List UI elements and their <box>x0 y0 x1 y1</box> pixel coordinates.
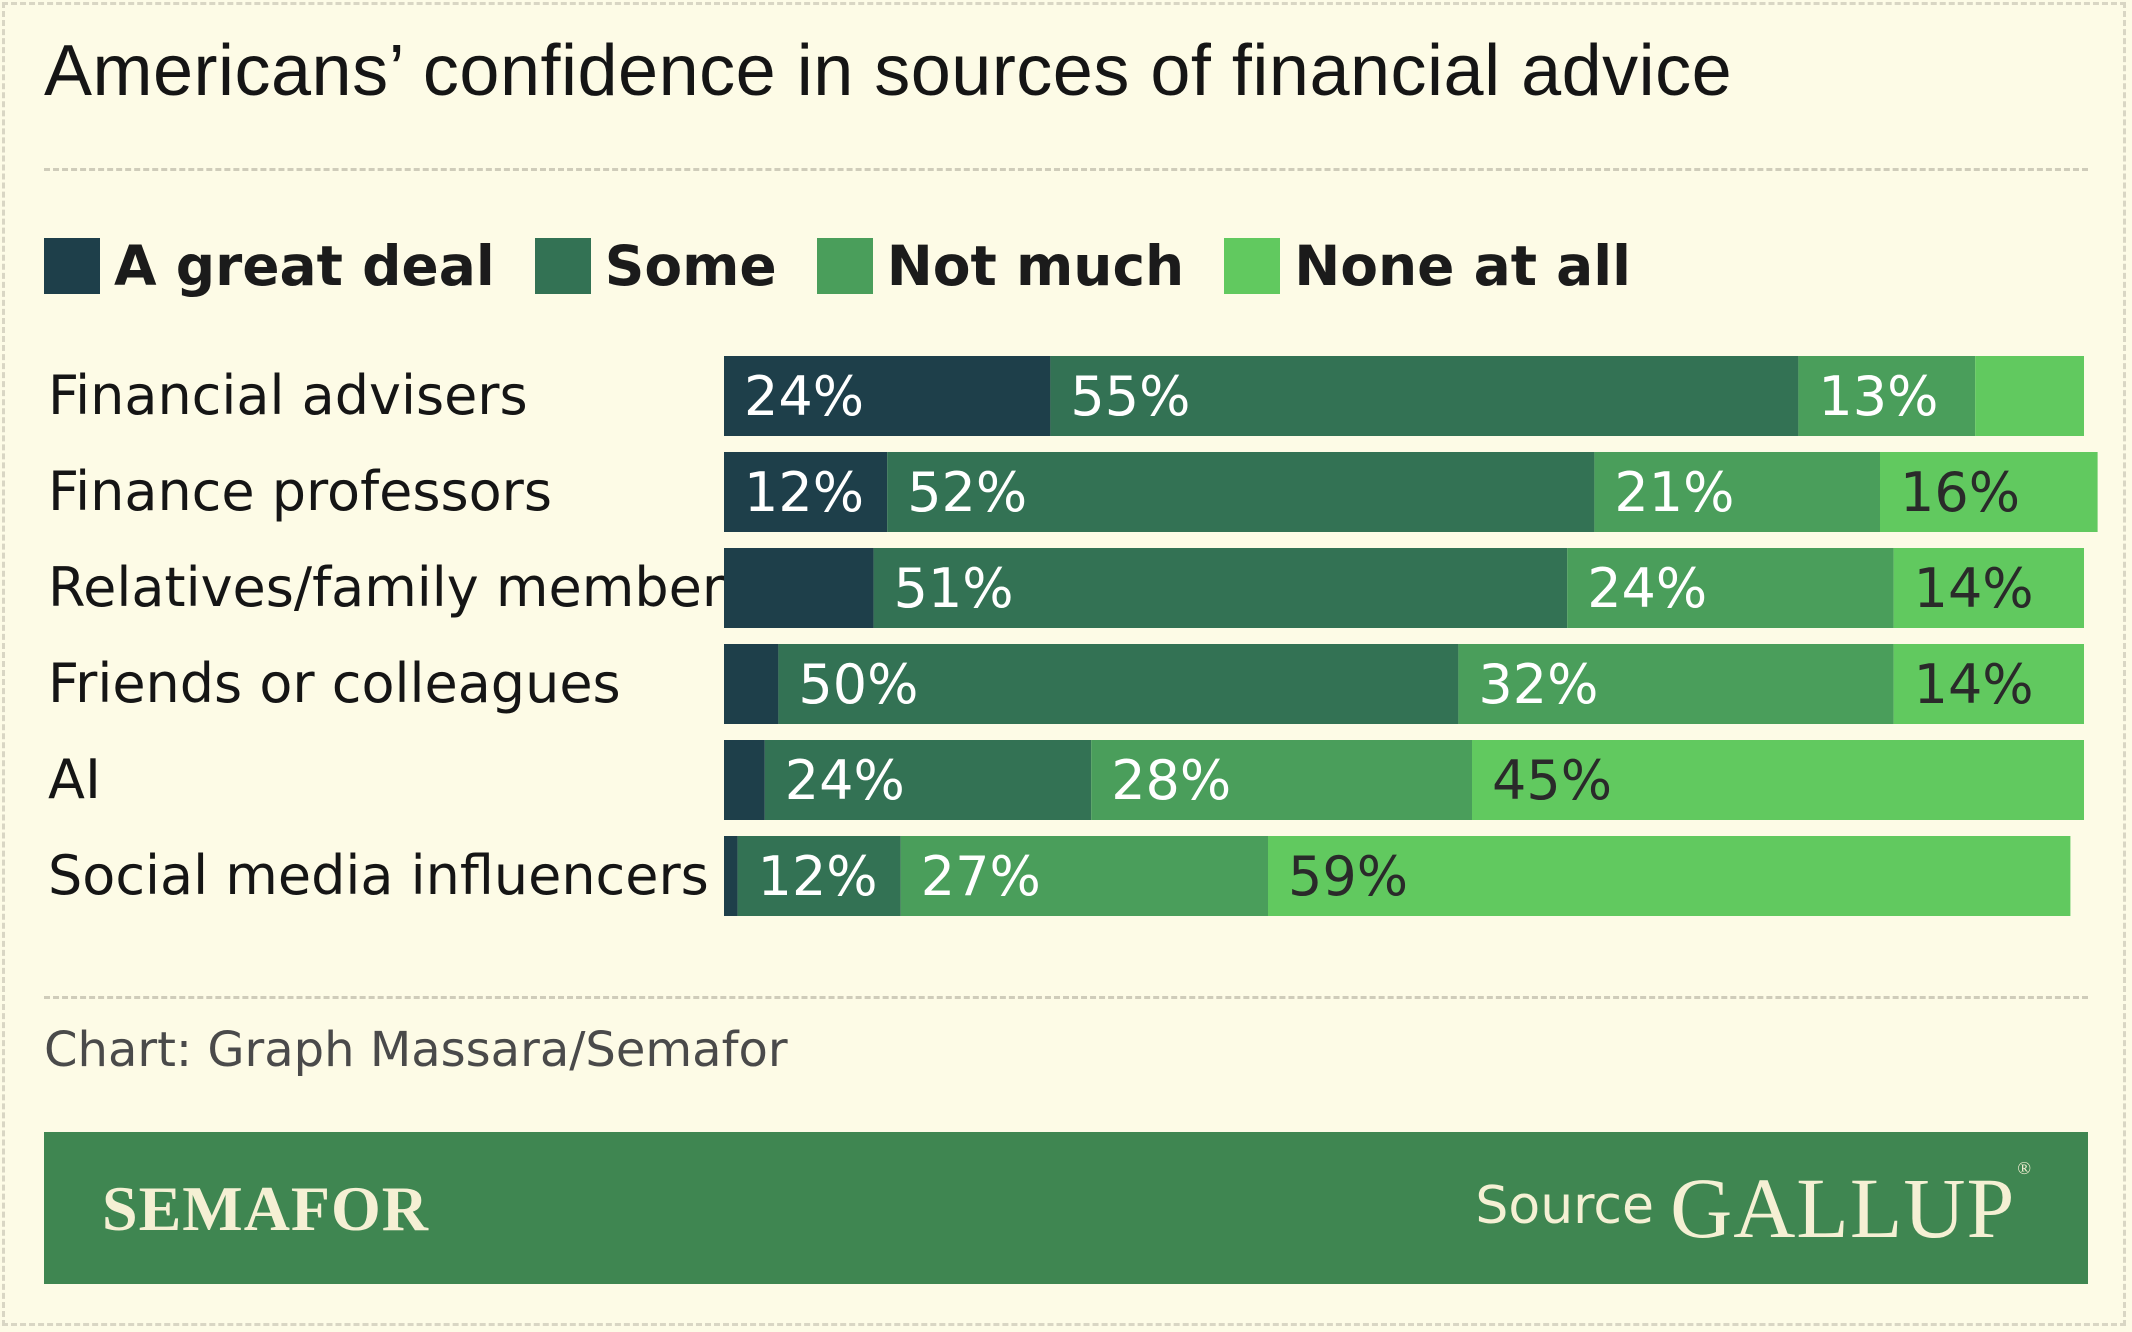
bar-finance-professors-a-great-deal <box>724 452 888 532</box>
bar-financial-advisers-a-great-deal <box>724 356 1051 436</box>
chart-title: Americans’ confidence in sources of fina… <box>44 31 1733 111</box>
data-label-financial-advisers-not-much: 13% <box>1818 365 1938 428</box>
bar-relatives-family-members-some <box>873 548 1568 628</box>
data-label-relatives-family-members-none-at-all: 14% <box>1914 557 2034 620</box>
bar-friends-or-colleagues-some <box>778 644 1459 724</box>
bar-friends-or-colleagues-not-much <box>1458 644 1894 724</box>
chart-credit: Chart: Graph Massara/Semafor <box>44 1022 788 1078</box>
legend-label-none-at-all: None at all <box>1294 234 1631 298</box>
gallup-logo-text: GALLUP <box>1670 1160 2016 1256</box>
bar-relatives-family-members-not-much <box>1567 548 1894 628</box>
row-label-social-media: Social media influencers <box>48 844 709 907</box>
data-label-finance-professors-none-at-all: 16% <box>1900 461 2020 524</box>
legend-label-not-much: Not much <box>886 234 1185 298</box>
legend-item-not-much: Not much <box>816 234 1185 298</box>
credit-divider <box>44 996 2088 999</box>
bar-financial-advisers-not-much <box>1798 356 1976 436</box>
data-label-social-media-influencers-some: 12% <box>758 845 878 908</box>
legend-item-some: Some <box>534 234 777 298</box>
row-label-financial-advisers: Financial advisers <box>48 364 528 427</box>
data-label-social-media-influencers-not-much: 27% <box>921 845 1041 908</box>
title-divider <box>44 168 2088 171</box>
bar-relatives-family-members-none-at-all <box>1893 548 2084 628</box>
source-label: Source <box>1475 1176 1654 1236</box>
data-label-friends-or-colleagues-not-much: 32% <box>1478 653 1598 716</box>
bar-ai-some <box>764 740 1092 820</box>
bar-ai-none-at-all <box>1472 740 2084 820</box>
bar-friends-or-colleagues-a-great-deal <box>724 644 779 724</box>
data-label-finance-professors-not-much: 21% <box>1614 461 1734 524</box>
data-label-finance-professors-a-great-deal: 12% <box>744 461 864 524</box>
legend-item-great-deal: A great deal <box>44 234 495 298</box>
legend-swatch-none-at-all <box>1224 238 1281 294</box>
legend-swatch-some <box>534 238 591 294</box>
gallup-logo: GALLUP ® <box>1670 1158 2032 1258</box>
legend-swatch-not-much <box>816 238 873 294</box>
data-label-relatives-family-members-some: 51% <box>894 557 1014 620</box>
legend-swatch-great-deal <box>44 238 100 294</box>
bar-ai-a-great-deal <box>724 740 765 820</box>
bar-finance-professors-none-at-all <box>1880 452 2098 532</box>
row-label-finance-professors: Finance professors <box>48 460 552 523</box>
data-label-friends-or-colleagues-none-at-all: 14% <box>1914 653 2034 716</box>
row-label-ai: AI <box>48 748 101 811</box>
data-label-ai-none-at-all: 45% <box>1492 749 1612 812</box>
row-label-friends-colleagues: Friends or colleagues <box>48 652 621 715</box>
registered-mark-icon: ® <box>2017 1158 2032 1178</box>
data-label-ai-some: 24% <box>785 749 905 812</box>
data-label-finance-professors-some: 52% <box>907 461 1027 524</box>
data-label-ai-not-much: 28% <box>1111 749 1231 812</box>
data-label-financial-advisers-some: 55% <box>1070 365 1190 428</box>
row-label-relatives-family: Relatives/family members <box>48 556 753 619</box>
bar-social-media-influencers-a-great-deal <box>724 836 738 916</box>
data-label-social-media-influencers-none-at-all: 59% <box>1288 845 1408 908</box>
bar-finance-professors-not-much <box>1594 452 1880 532</box>
data-label-financial-advisers-a-great-deal: 24% <box>744 365 864 428</box>
data-label-relatives-family-members-not-much: 24% <box>1587 557 1707 620</box>
chart-legend: A great deal Some Not much None at all <box>44 234 1671 298</box>
bar-financial-advisers-none-at-all <box>1975 356 2084 436</box>
bar-friends-or-colleagues-none-at-all <box>1893 644 2084 724</box>
footer-bar: SEMAFOR Source GALLUP ® <box>44 1132 2088 1284</box>
semafor-logo: SEMAFOR <box>102 1173 429 1244</box>
bar-relatives-family-members-a-great-deal <box>724 548 874 628</box>
bar-finance-professors-some <box>887 452 1595 532</box>
data-label-friends-or-colleagues-some: 50% <box>798 653 918 716</box>
bar-social-media-influencers-none-at-all <box>1268 836 2071 916</box>
legend-item-none-at-all: None at all <box>1224 234 1631 298</box>
legend-label-great-deal: A great deal <box>114 234 495 298</box>
bar-ai-not-much <box>1091 740 1472 820</box>
bar-social-media-influencers-not-much <box>900 836 1268 916</box>
bar-financial-advisers-some <box>1050 356 1799 436</box>
bar-social-media-influencers-some <box>737 836 901 916</box>
legend-label-some: Some <box>604 234 777 298</box>
